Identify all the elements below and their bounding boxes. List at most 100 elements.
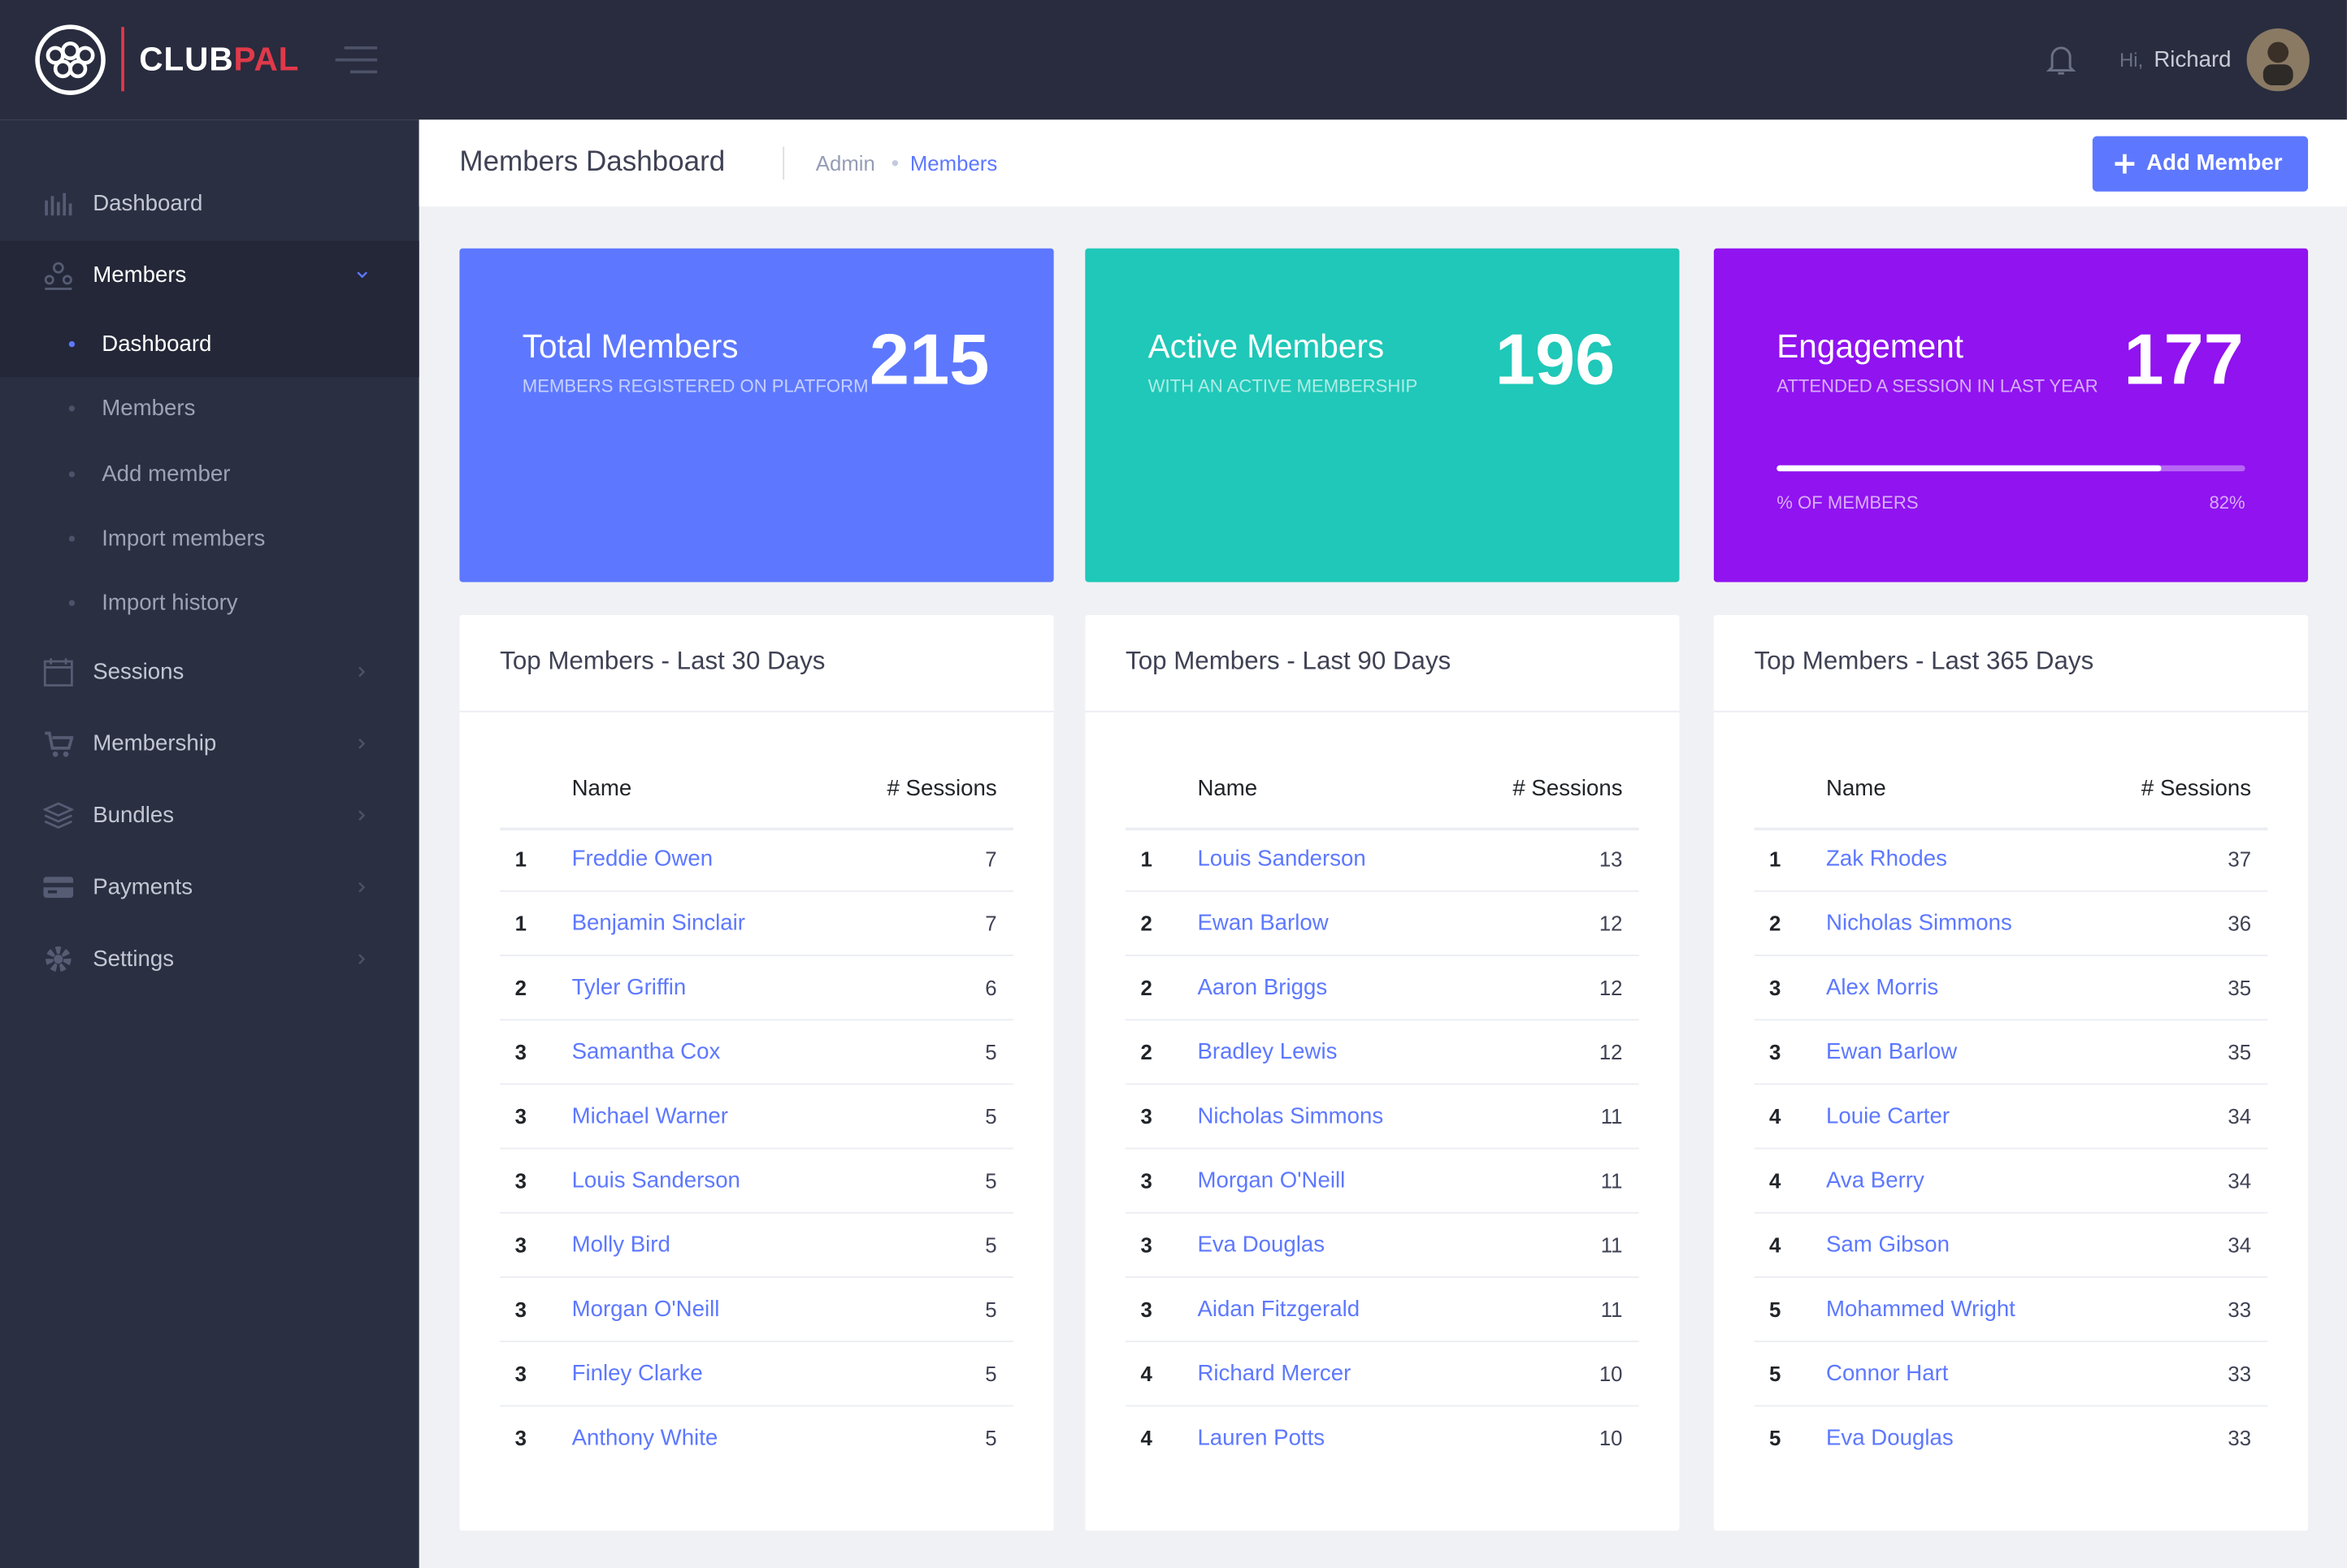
member-name[interactable]: Eva Douglas (1825, 1425, 1954, 1451)
submenu-item[interactable]: Dashboard (0, 313, 419, 375)
rank: 4 (1769, 1168, 1781, 1193)
menu-icon (43, 802, 74, 829)
divider (459, 710, 1054, 713)
rank: 4 (1140, 1362, 1152, 1386)
row-rule (500, 1405, 1013, 1407)
member-name[interactable]: Ewan Barlow (1825, 1039, 1958, 1065)
header-rule (1754, 827, 2268, 831)
member-name[interactable]: Eva Douglas (1197, 1232, 1325, 1258)
member-name[interactable]: Tyler Griffin (571, 974, 687, 1001)
row-rule (1754, 1341, 2268, 1343)
submenu-label: Add member (102, 461, 231, 487)
member-name[interactable]: Ewan Barlow (1197, 910, 1329, 937)
divider (783, 146, 785, 180)
member-name[interactable]: Aidan Fitzgerald (1197, 1296, 1360, 1323)
row-rule (500, 1083, 1013, 1085)
member-name[interactable]: Ava Berry (1825, 1167, 1924, 1193)
member-name[interactable]: Louis Sanderson (571, 1167, 740, 1193)
menu-label: Sessions (93, 659, 184, 685)
member-name[interactable]: Bradley Lewis (1197, 1039, 1338, 1065)
notifications[interactable] (2045, 42, 2078, 78)
sessions: 33 (2228, 1426, 2252, 1450)
submenu-item[interactable]: Import members (0, 507, 419, 570)
row-rule (1754, 1083, 2268, 1085)
row-rule (500, 1019, 1013, 1021)
member-name[interactable]: Samantha Cox (571, 1039, 721, 1065)
stat-title: Active Members (1147, 327, 1385, 366)
stat-card: Total Members MEMBERS REGISTERED ON PLATF… (459, 248, 1054, 583)
menu-item[interactable]: Members (0, 242, 419, 308)
table-title: Top Members - Last 365 Days (1754, 646, 2094, 675)
member-name[interactable]: Louie Carter (1825, 1103, 1950, 1129)
progress-bar (1777, 465, 2161, 472)
menu-item[interactable]: Dashboard (0, 171, 419, 236)
sessions: 34 (2228, 1232, 2252, 1258)
member-name[interactable]: Finley Clarke (571, 1361, 703, 1387)
menu-item[interactable]: Payments (0, 855, 419, 920)
user-name[interactable]: Richard (2154, 47, 2232, 73)
chevron (357, 271, 368, 279)
page-title: Members Dashboard (459, 146, 726, 179)
sessions: 5 (985, 1232, 997, 1258)
menu-item[interactable]: Bundles (0, 782, 419, 848)
column-header: # Sessions (2141, 775, 2252, 802)
menu-item[interactable]: Settings (0, 926, 419, 992)
column-header: Name (1197, 775, 1258, 802)
sessions: 12 (1599, 1040, 1623, 1064)
member-name[interactable]: Benjamin Sinclair (571, 910, 746, 937)
divider (1085, 710, 1680, 713)
sessions: 12 (1599, 911, 1623, 936)
menu-item[interactable]: Sessions (0, 639, 419, 704)
member-name[interactable]: Lauren Potts (1197, 1425, 1325, 1451)
sessions: 5 (985, 1040, 997, 1064)
menu-icon (43, 658, 73, 687)
breadcrumb-item[interactable]: Admin (815, 151, 875, 175)
stat-title: Total Members (522, 327, 739, 366)
member-name[interactable]: Connor Hart (1825, 1361, 1949, 1387)
table-card: Top Members - Last 90 Days Name # Sessions… (1085, 614, 1680, 1531)
member-name[interactable]: Mohammed Wright (1825, 1296, 2015, 1323)
member-name[interactable]: Zak Rhodes (1825, 846, 1947, 872)
member-name[interactable]: Molly Bird (571, 1232, 670, 1258)
sessions: 35 (2228, 975, 2252, 1000)
submenu-item[interactable]: Add member (0, 442, 419, 505)
bullet (68, 600, 76, 607)
add-member-button[interactable]: Add Member (2092, 136, 2309, 192)
member-name[interactable]: Louis Sanderson (1197, 846, 1366, 872)
member-name[interactable]: Richard Mercer (1197, 1361, 1351, 1387)
stat-subtitle: MEMBERS REGISTERED ON PLATFORM (522, 375, 869, 397)
breadcrumb-item[interactable]: Members (909, 151, 998, 175)
submenu-item[interactable]: Import history (0, 572, 419, 635)
member-name[interactable]: Nicholas Simmons (1825, 910, 2012, 937)
row-rule (500, 955, 1013, 956)
member-name[interactable]: Freddie Owen (571, 846, 714, 872)
member-name[interactable]: Nicholas Simmons (1197, 1103, 1384, 1129)
column-header: # Sessions (887, 775, 997, 802)
row-rule (1754, 1019, 2268, 1021)
rank: 5 (1769, 1362, 1781, 1386)
submenu-label: Import members (102, 526, 266, 552)
menu-item[interactable]: Membership (0, 711, 419, 777)
chevron (358, 881, 366, 893)
sessions: 5 (985, 1362, 997, 1386)
avatar[interactable] (2246, 28, 2310, 92)
sessions: 11 (1600, 1168, 1623, 1193)
rank: 3 (514, 1232, 527, 1258)
stat-title: Engagement (1777, 327, 1964, 366)
submenu-item[interactable]: Members (0, 378, 419, 440)
menu-icon (45, 731, 74, 757)
member-name[interactable]: Anthony White (571, 1425, 718, 1451)
menu-icon (45, 193, 72, 216)
menu-icon (46, 946, 72, 972)
member-name[interactable]: Morgan O'Neill (1197, 1167, 1346, 1193)
menu-label: Bundles (93, 803, 175, 829)
rank: 2 (514, 975, 527, 1000)
member-name[interactable]: Sam Gibson (1825, 1232, 1950, 1258)
row-rule (1754, 955, 2268, 956)
member-name[interactable]: Morgan O'Neill (571, 1296, 720, 1323)
member-name[interactable]: Alex Morris (1825, 974, 1939, 1001)
member-name[interactable]: Michael Warner (571, 1103, 729, 1129)
bullet (68, 535, 76, 542)
menu-toggle[interactable] (335, 45, 380, 75)
member-name[interactable]: Aaron Briggs (1197, 974, 1328, 1001)
